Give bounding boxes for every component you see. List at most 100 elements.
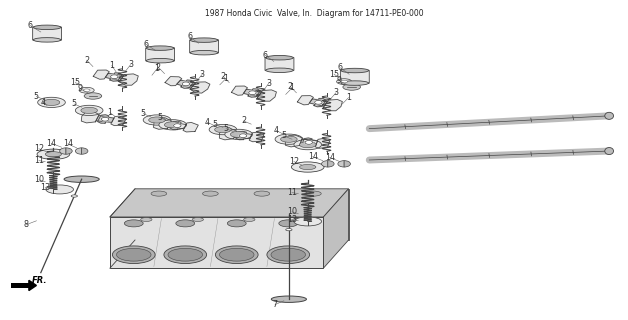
Ellipse shape: [112, 246, 155, 264]
Text: 2: 2: [84, 56, 89, 65]
Text: 3: 3: [266, 79, 271, 88]
Polygon shape: [300, 139, 317, 145]
Ellipse shape: [266, 68, 293, 73]
Ellipse shape: [146, 59, 174, 63]
Text: 6: 6: [338, 63, 343, 72]
Circle shape: [173, 124, 181, 128]
Polygon shape: [315, 139, 330, 148]
Ellipse shape: [227, 220, 246, 227]
Polygon shape: [135, 189, 349, 240]
Polygon shape: [29, 280, 36, 291]
Text: 4: 4: [205, 118, 210, 127]
Ellipse shape: [37, 149, 70, 159]
Ellipse shape: [220, 248, 254, 261]
Circle shape: [249, 91, 256, 95]
Ellipse shape: [267, 246, 310, 264]
Text: 14: 14: [308, 152, 318, 161]
Polygon shape: [168, 122, 186, 129]
Ellipse shape: [279, 220, 298, 227]
Ellipse shape: [254, 191, 270, 196]
Text: 2: 2: [288, 82, 293, 91]
Text: 5: 5: [212, 120, 217, 129]
Ellipse shape: [117, 248, 151, 261]
Ellipse shape: [64, 176, 99, 182]
Text: 10: 10: [34, 175, 44, 184]
FancyBboxPatch shape: [340, 70, 369, 84]
Text: 15: 15: [70, 78, 80, 87]
Text: 8: 8: [24, 220, 29, 229]
Circle shape: [182, 82, 190, 86]
Text: 6: 6: [143, 40, 148, 49]
Ellipse shape: [203, 191, 219, 196]
Ellipse shape: [84, 93, 102, 99]
Ellipse shape: [190, 51, 218, 55]
FancyBboxPatch shape: [190, 40, 219, 53]
Ellipse shape: [33, 38, 61, 42]
Text: 5: 5: [34, 92, 39, 101]
Ellipse shape: [244, 218, 255, 221]
Polygon shape: [302, 138, 312, 147]
Circle shape: [111, 75, 118, 79]
Ellipse shape: [305, 191, 322, 196]
Wedge shape: [338, 161, 344, 167]
Polygon shape: [323, 189, 349, 268]
Text: 15: 15: [329, 70, 339, 79]
Text: 7: 7: [273, 300, 278, 309]
Text: 2: 2: [156, 63, 161, 72]
Circle shape: [305, 140, 313, 144]
Ellipse shape: [294, 217, 322, 226]
Wedge shape: [322, 161, 328, 167]
Circle shape: [239, 134, 247, 138]
Polygon shape: [236, 131, 247, 140]
Polygon shape: [232, 86, 247, 95]
Polygon shape: [96, 116, 114, 122]
Ellipse shape: [141, 218, 152, 221]
Text: 1: 1: [107, 108, 112, 117]
Ellipse shape: [343, 84, 360, 90]
Ellipse shape: [337, 79, 352, 84]
Ellipse shape: [215, 126, 231, 133]
Polygon shape: [110, 73, 122, 81]
Ellipse shape: [341, 80, 347, 83]
Polygon shape: [244, 89, 262, 97]
Ellipse shape: [300, 141, 316, 148]
Polygon shape: [165, 76, 181, 86]
Polygon shape: [323, 100, 342, 111]
Text: 4: 4: [274, 126, 279, 135]
Text: 6: 6: [28, 21, 33, 30]
Polygon shape: [106, 73, 124, 81]
Ellipse shape: [192, 218, 203, 221]
Ellipse shape: [45, 152, 62, 157]
Ellipse shape: [165, 122, 181, 128]
Text: 1: 1: [346, 93, 351, 102]
Polygon shape: [234, 132, 252, 139]
Ellipse shape: [143, 115, 171, 125]
FancyBboxPatch shape: [265, 57, 294, 71]
Text: 12: 12: [34, 144, 44, 153]
Polygon shape: [190, 82, 210, 93]
Ellipse shape: [286, 228, 292, 231]
Text: 10: 10: [287, 207, 297, 216]
Polygon shape: [153, 118, 171, 129]
Ellipse shape: [225, 129, 252, 140]
Text: 1: 1: [224, 74, 229, 83]
Text: 9: 9: [337, 76, 342, 85]
Ellipse shape: [71, 195, 77, 197]
Text: 11: 11: [287, 188, 297, 197]
Ellipse shape: [84, 89, 90, 92]
Text: 1: 1: [154, 64, 160, 73]
Polygon shape: [97, 115, 109, 123]
Text: 13: 13: [40, 183, 50, 192]
Ellipse shape: [294, 140, 322, 150]
Polygon shape: [314, 99, 326, 107]
Polygon shape: [249, 132, 264, 142]
Text: 6: 6: [263, 51, 268, 60]
Ellipse shape: [81, 107, 97, 114]
Text: 5: 5: [281, 132, 286, 140]
Text: 13: 13: [287, 215, 297, 224]
Ellipse shape: [300, 164, 316, 170]
Polygon shape: [94, 70, 109, 79]
Text: 5: 5: [141, 109, 146, 118]
Ellipse shape: [291, 162, 324, 172]
Polygon shape: [310, 99, 328, 106]
